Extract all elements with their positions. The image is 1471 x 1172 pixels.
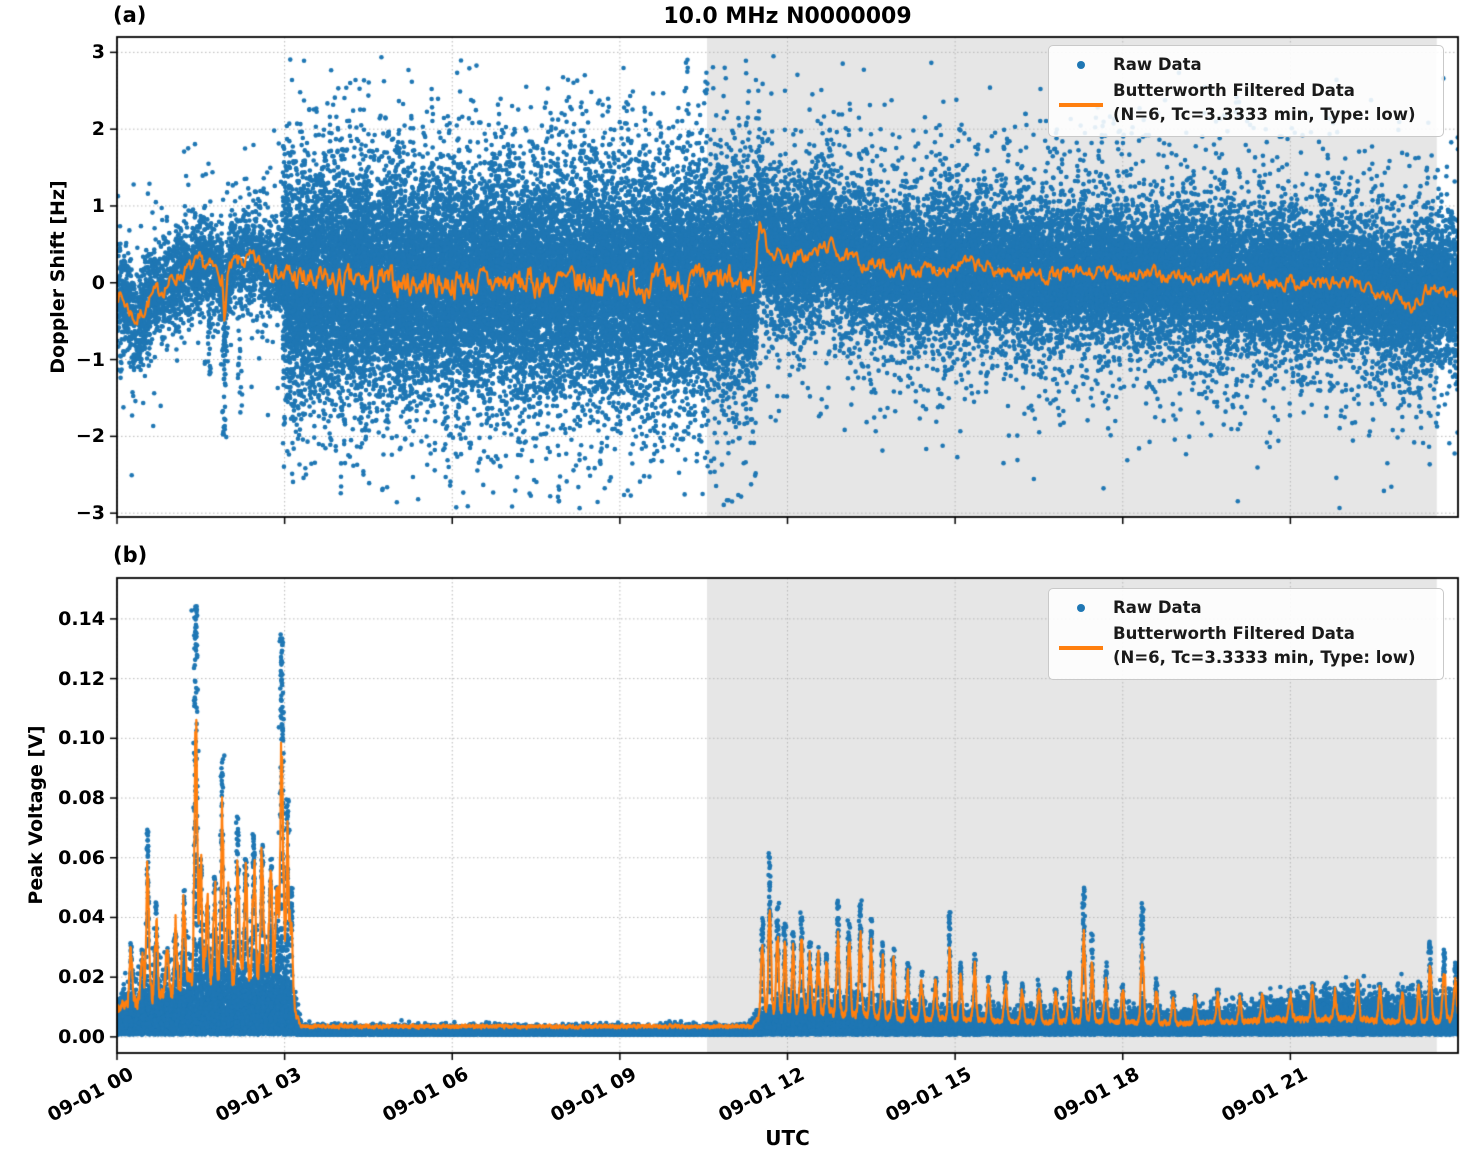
legend-panel-a: Raw Data Butterworth Filtered Data (N=6,… xyxy=(1048,45,1444,137)
panel-b-ytick-label: 0.14 xyxy=(58,607,105,630)
panel-b-ytick-label: 0.08 xyxy=(58,787,105,810)
panel-b-ytick-label: 0.10 xyxy=(58,727,105,750)
panel-a-ytick-label: 3 xyxy=(91,41,105,64)
panel-a-ytick-label: −2 xyxy=(75,425,105,448)
panel-b-ytick-label: 0.06 xyxy=(58,846,105,869)
panel-a-ytick-label: −1 xyxy=(75,348,105,371)
raw-data-marker-icon xyxy=(1077,61,1085,69)
x-axis-label: UTC xyxy=(765,1126,810,1150)
raw-data-marker-icon xyxy=(1077,604,1085,612)
panel-b-ytick-label: 0.04 xyxy=(58,906,105,929)
panel-a-ytick-label: 2 xyxy=(91,118,105,141)
legend-filtered-label: Butterworth Filtered Data (N=6, Tc=3.333… xyxy=(1113,79,1416,127)
panel-a-ytick-label: −3 xyxy=(75,502,105,525)
legend-filtered-line1: Butterworth Filtered Data xyxy=(1113,81,1355,100)
legend-raw-label: Raw Data xyxy=(1113,55,1202,74)
legend-filtered-label: Butterworth Filtered Data (N=6, Tc=3.333… xyxy=(1113,622,1416,670)
legend-filtered-line1: Butterworth Filtered Data xyxy=(1113,624,1355,643)
filtered-data-marker-icon xyxy=(1059,646,1103,650)
legend-raw-label: Raw Data xyxy=(1113,598,1202,617)
legend-filtered-line2: (N=6, Tc=3.3333 min, Type: low) xyxy=(1113,105,1416,124)
filtered-data-marker-icon xyxy=(1059,103,1103,107)
panel-b-ytick-label: 0.02 xyxy=(58,966,105,989)
panel-b-ytick-label: 0.00 xyxy=(58,1025,105,1048)
legend-panel-b: Raw Data Butterworth Filtered Data (N=6,… xyxy=(1048,588,1444,680)
panel-b-ytick-label: 0.12 xyxy=(58,667,105,690)
panel-b-tag: (b) xyxy=(113,543,148,567)
panel-a-ytick-label: 1 xyxy=(91,194,105,217)
panel-a-ytick-label: 0 xyxy=(91,271,105,294)
figure-title: 10.0 MHz N0000009 xyxy=(663,4,912,29)
panel-a-tag: (a) xyxy=(113,3,147,27)
legend-filtered-line2: (N=6, Tc=3.3333 min, Type: low) xyxy=(1113,648,1416,667)
